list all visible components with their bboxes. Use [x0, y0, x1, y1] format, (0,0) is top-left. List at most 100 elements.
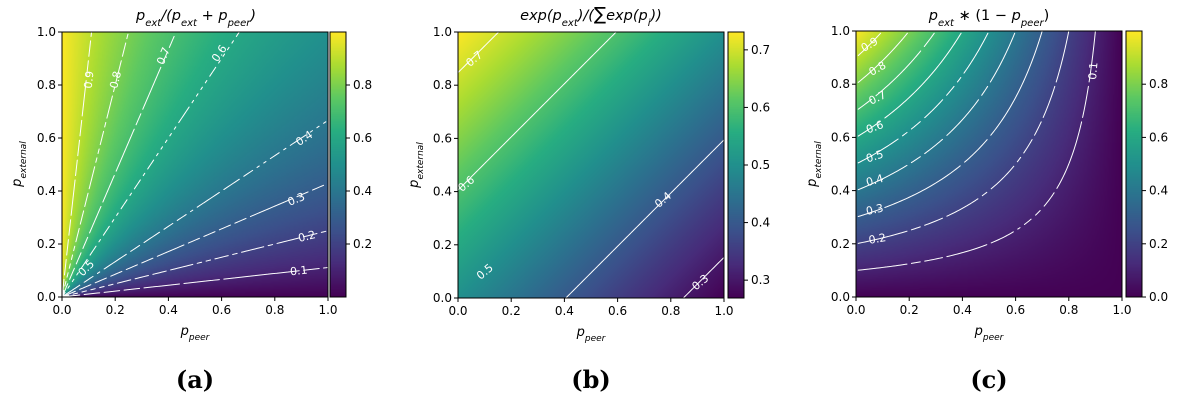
- x-tick-label: 0.0: [846, 303, 865, 317]
- contour-line-0-4: [61, 121, 327, 298]
- x-tick-label: 0.2: [900, 303, 919, 317]
- y-tick-label: 0.6: [831, 130, 850, 144]
- y-tick-label: 0.0: [831, 290, 850, 304]
- x-tick-label: 0.6: [608, 304, 627, 318]
- panel-b-ylabel: pexternal: [407, 142, 426, 189]
- panel-c-colorbar-ticks: 0.0 0.2 0.4 0.6 0.8: [1142, 77, 1168, 304]
- panel-c-frame: [855, 30, 1123, 298]
- x-tick-label: 1.0: [1112, 303, 1131, 317]
- y-tick-label: 0.6: [433, 131, 452, 145]
- contour-label: 0.1: [289, 264, 308, 279]
- contour-line-0-5: [857, 32, 989, 164]
- panel-c-xlabel: ppeer: [974, 324, 1005, 343]
- panel-b-label: (b): [571, 365, 611, 394]
- x-tick-label: 0.2: [106, 303, 125, 317]
- panel-c-ylabel: pexternal: [805, 141, 824, 188]
- panel-c-colorbar-frame: [1125, 30, 1143, 298]
- x-tick-label: 0.6: [1006, 303, 1025, 317]
- colorbar-tick-label: 0.8: [353, 78, 372, 92]
- panel-b-xlabel: ppeer: [576, 325, 607, 344]
- colorbar-tick-label: 0.6: [1149, 130, 1168, 144]
- contour-label: 0.8: [107, 70, 124, 90]
- contour-label: 0.6: [864, 118, 885, 136]
- x-tick-label: 0.4: [159, 303, 178, 317]
- panel-a: pext/(pext + ppeer) 0.9 0.8 0.7 0.6 0.4 0.3 0.…: [10, 8, 372, 394]
- x-tick-label: 0.2: [502, 304, 521, 318]
- contour-label: 0.3: [865, 202, 885, 218]
- panel-a-colorbar-frame: [329, 31, 347, 298]
- panel-c-title: pext ∗ (1 − ppeer): [928, 8, 1050, 29]
- x-tick-label: 0.6: [212, 303, 231, 317]
- contour-label: 0.3: [286, 190, 307, 209]
- contour-label: 0.9: [82, 70, 97, 89]
- panel-b: exp(pext)/(∑exp(pi)) 0.7 0.6 0.5 0.4 0.3 0.0…: [407, 4, 770, 394]
- x-tick-label: 0.4: [555, 304, 574, 318]
- panel-a-ylabel: pexternal: [10, 141, 29, 188]
- panel-b-colorbar-ticks: 0.3 0.4 0.5 0.6 0.7: [744, 43, 770, 287]
- y-tick-label: 0.0: [433, 291, 452, 305]
- panel-a-title: pext/(pext + ppeer): [135, 8, 256, 29]
- panel-c: pext ∗ (1 − ppeer) 0.90.80.70.60.50.40.3…: [805, 8, 1168, 394]
- contour-line-0-6: [857, 32, 962, 137]
- x-tick-label: 1.0: [318, 303, 337, 317]
- contour-line-0-7: [857, 32, 935, 110]
- panel-c-contours: 0.90.80.70.60.50.40.30.20.1: [857, 30, 1100, 271]
- x-tick-label: 0.0: [52, 303, 71, 317]
- panel-b-frame: [457, 31, 725, 299]
- contour-label: 0.2: [297, 228, 317, 245]
- panel-b-yticks: 0.0 0.2 0.4 0.6 0.8 1.0: [433, 25, 458, 305]
- y-tick-label: 0.8: [831, 77, 850, 91]
- y-tick-label: 0.2: [831, 237, 850, 251]
- panel-b-xticks: 0.0 0.2 0.4 0.6 0.8 1.0: [448, 298, 734, 318]
- panel-c-label: (c): [970, 365, 1007, 394]
- panel-a-frame: [61, 31, 329, 298]
- y-tick-label: 0.6: [37, 131, 56, 145]
- panel-a-heatmap: [62, 32, 328, 297]
- colorbar-tick-label: 0.8: [1149, 77, 1168, 91]
- panel-a-colorbar-ticks: 0.2 0.4 0.6 0.8: [346, 78, 372, 251]
- y-tick-label: 1.0: [433, 25, 452, 39]
- y-tick-label: 1.0: [37, 25, 56, 39]
- y-tick-label: 0.8: [433, 78, 452, 92]
- colorbar-tick-label: 0.4: [751, 216, 770, 230]
- contour-label: 0.2: [868, 231, 887, 247]
- y-tick-label: 0.4: [433, 185, 452, 199]
- contour-line-0-4: [857, 32, 1016, 191]
- x-tick-label: 0.8: [1059, 303, 1078, 317]
- x-tick-label: 0.0: [448, 304, 467, 318]
- y-tick-label: 0.2: [433, 238, 452, 252]
- panel-a-colorbar: [330, 32, 346, 297]
- colorbar-tick-label: 0.2: [353, 237, 372, 251]
- panel-c-heatmap: [856, 31, 1122, 297]
- y-tick-label: 1.0: [831, 24, 850, 38]
- panel-c-colorbar: [1126, 31, 1142, 297]
- colorbar-tick-label: 0.0: [1149, 290, 1168, 304]
- panel-a-xlabel: ppeer: [180, 324, 211, 343]
- colorbar-tick-label: 0.6: [751, 100, 770, 114]
- contour-line-0-2: [857, 30, 1070, 244]
- y-tick-label: 0.4: [831, 184, 850, 198]
- contour-label: 0.1: [1086, 62, 1100, 81]
- contour-line-0-9: [857, 32, 882, 57]
- y-tick-label: 0.2: [37, 237, 56, 251]
- panel-b-heatmap: [458, 32, 724, 298]
- x-tick-label: 1.0: [714, 304, 733, 318]
- contour-label: 0.5: [864, 148, 885, 166]
- y-tick-label: 0.4: [37, 184, 56, 198]
- contour-label: 0.7: [154, 45, 173, 66]
- contour-label: 0.4: [865, 172, 885, 189]
- panel-c-yticks: 0.0 0.2 0.4 0.6 0.8 1.0: [831, 24, 856, 304]
- contour-line-0-3: [857, 30, 1043, 218]
- panel-c-xticks: 0.0 0.2 0.4 0.6 0.8 1.0: [846, 297, 1132, 317]
- panel-a-xticks: 0.0 0.2 0.4 0.6 0.8 1.0: [52, 297, 338, 317]
- x-tick-label: 0.4: [953, 303, 972, 317]
- contour-line-0-1: [857, 30, 1096, 271]
- panel-b-title: exp(pext)/(∑exp(pi)): [520, 4, 662, 29]
- colorbar-tick-label: 0.3: [751, 273, 770, 287]
- y-tick-label: 0.0: [37, 290, 56, 304]
- colorbar-tick-label: 0.6: [353, 131, 372, 145]
- x-tick-label: 0.8: [265, 303, 284, 317]
- colorbar-tick-label: 0.5: [751, 158, 770, 172]
- panel-b-colorbar: [728, 32, 744, 298]
